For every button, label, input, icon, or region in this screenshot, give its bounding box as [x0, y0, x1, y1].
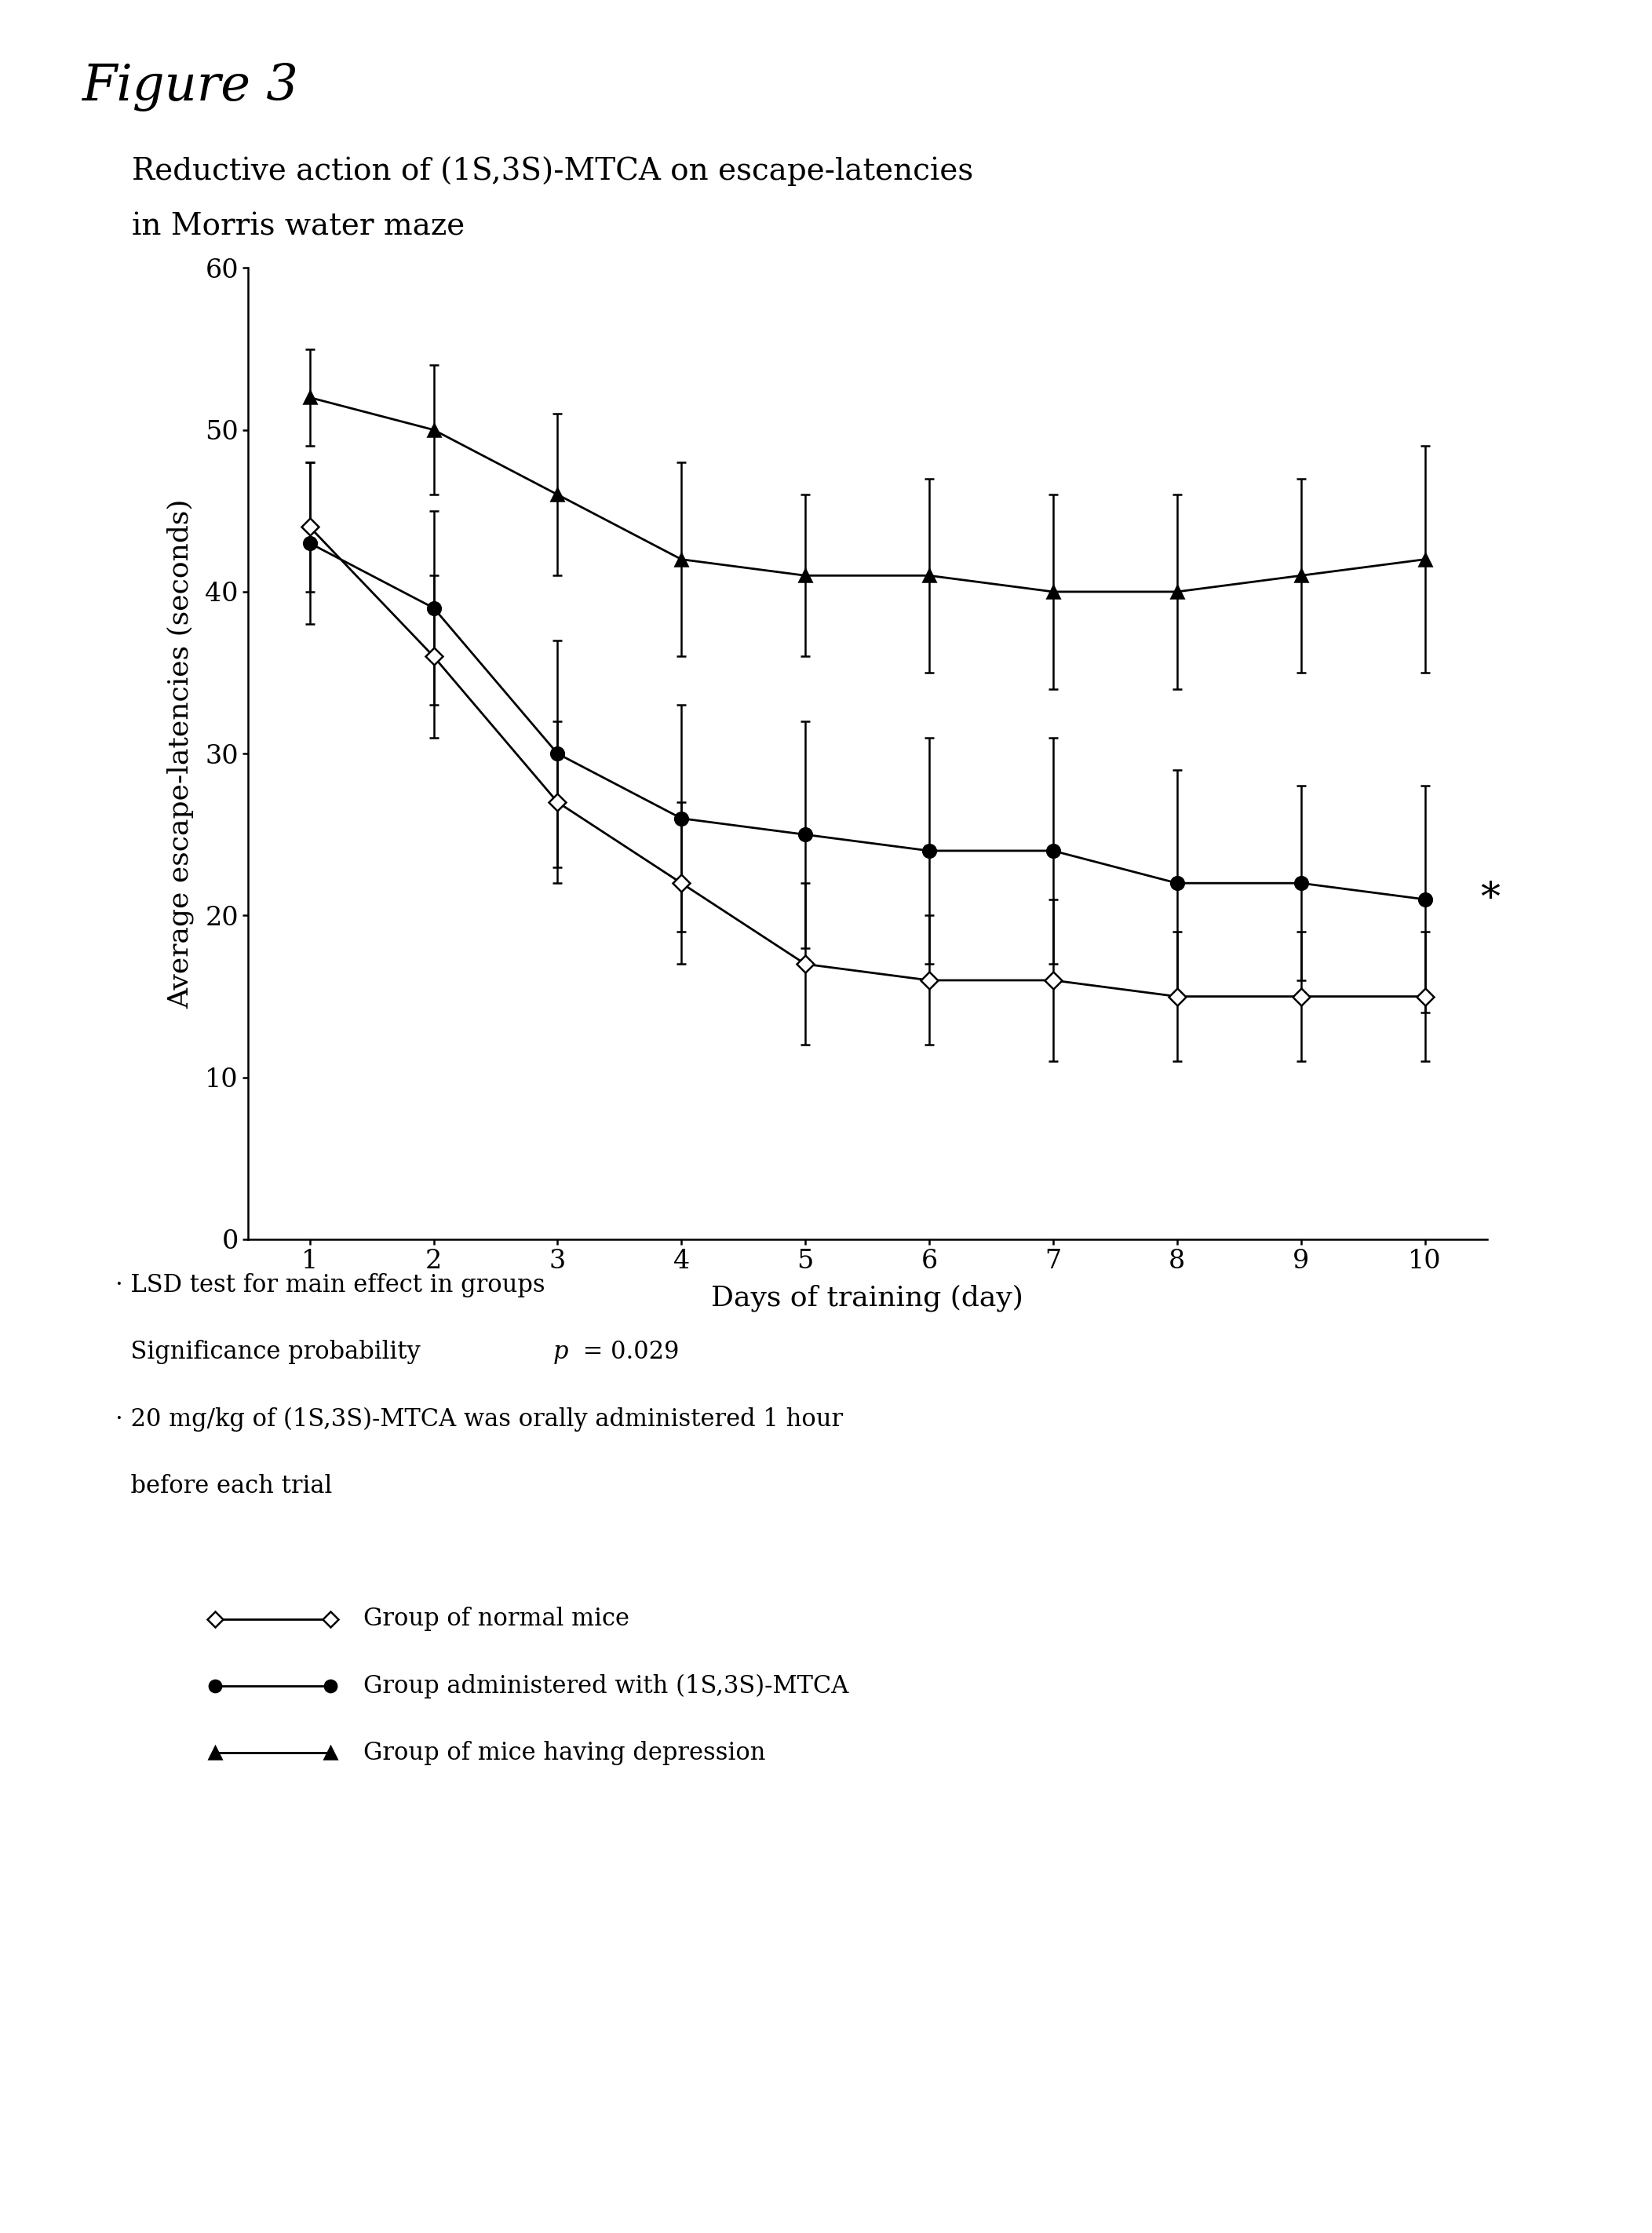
- Text: before each trial: before each trial: [116, 1474, 332, 1498]
- Text: Significance probability: Significance probability: [116, 1340, 428, 1364]
- Text: p: p: [553, 1340, 568, 1364]
- Y-axis label: Average escape-latencies (seconds): Average escape-latencies (seconds): [167, 498, 193, 1009]
- Text: Group administered with (1S,3S)-MTCA: Group administered with (1S,3S)-MTCA: [363, 1675, 849, 1697]
- X-axis label: Days of training (day): Days of training (day): [710, 1284, 1024, 1311]
- Text: · LSD test for main effect in groups: · LSD test for main effect in groups: [116, 1273, 545, 1297]
- Text: in Morris water maze: in Morris water maze: [132, 212, 466, 241]
- Text: = 0.029: = 0.029: [575, 1340, 679, 1364]
- Text: Group of normal mice: Group of normal mice: [363, 1608, 629, 1630]
- Text: Reductive action of (1S,3S)-MTCA on escape-latencies: Reductive action of (1S,3S)-MTCA on esca…: [132, 156, 973, 185]
- Text: · 20 mg/kg of (1S,3S)-MTCA was orally administered 1 hour: · 20 mg/kg of (1S,3S)-MTCA was orally ad…: [116, 1407, 843, 1431]
- Text: Figure 3: Figure 3: [83, 63, 299, 112]
- Text: Group of mice having depression: Group of mice having depression: [363, 1742, 765, 1764]
- Text: *: *: [1480, 880, 1500, 918]
